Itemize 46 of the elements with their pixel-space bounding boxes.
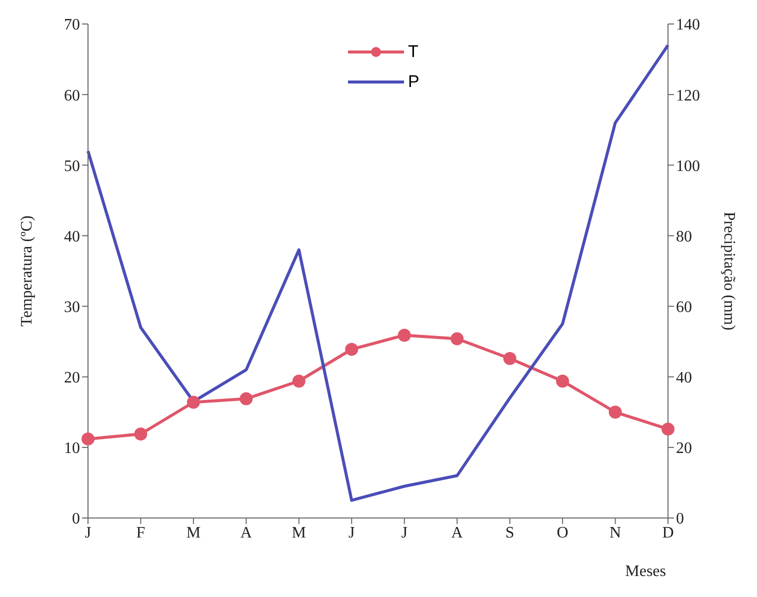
y-tick-label: 0 (72, 510, 80, 528)
x-tick-label: N (609, 524, 622, 542)
y-tick-label: 20 (64, 370, 80, 387)
y2-tick-label: 40 (676, 370, 692, 387)
legend-label: T (408, 42, 418, 62)
legend-label: P (408, 72, 420, 92)
x-tick-label: M (292, 524, 306, 542)
point (186, 396, 200, 409)
x-tick-label: J (401, 524, 408, 542)
y2-tick-label: 0 (676, 510, 684, 528)
y-tick-label: 60 (64, 87, 80, 104)
y2-axis-title: Precipitação (mm) (720, 212, 738, 330)
point (608, 406, 622, 419)
x-axis-title: Meses (625, 563, 666, 580)
y2-tick-label: 120 (676, 87, 700, 104)
y-tick-label: 70 (64, 16, 80, 34)
y2-tick-label: 100 (676, 158, 700, 175)
y2-tick-label: 20 (676, 440, 692, 458)
point (240, 392, 253, 406)
y-tick-label: 10 (64, 440, 80, 458)
point (450, 332, 464, 346)
x-tick-label: A (451, 524, 464, 542)
x-tick-label: J (348, 524, 355, 542)
y-tick-label: 40 (64, 228, 80, 246)
x-tick-label: M (186, 524, 201, 542)
point (503, 352, 516, 366)
x-tick-label: O (556, 524, 568, 542)
x-tick-label: F (136, 524, 146, 542)
y2-tick-label: 140 (676, 16, 700, 34)
x-tick-label: S (505, 524, 514, 542)
y2-tick-label: 60 (676, 298, 692, 316)
point (134, 428, 148, 441)
point (398, 328, 411, 342)
point (345, 342, 358, 356)
x-tick-label: J (84, 524, 92, 542)
point (556, 374, 570, 388)
line-series (86, 44, 670, 502)
x-tick-label: A (240, 524, 252, 542)
y2-tick-label: 80 (676, 228, 692, 246)
point (82, 432, 94, 446)
y-tick-label: 30 (64, 298, 80, 316)
point (292, 374, 306, 388)
y-axis-title: Temperatura (ºC) (18, 216, 36, 326)
x-tick-label: D (662, 524, 674, 542)
y-tick-label: 50 (64, 158, 80, 175)
point (662, 422, 674, 436)
